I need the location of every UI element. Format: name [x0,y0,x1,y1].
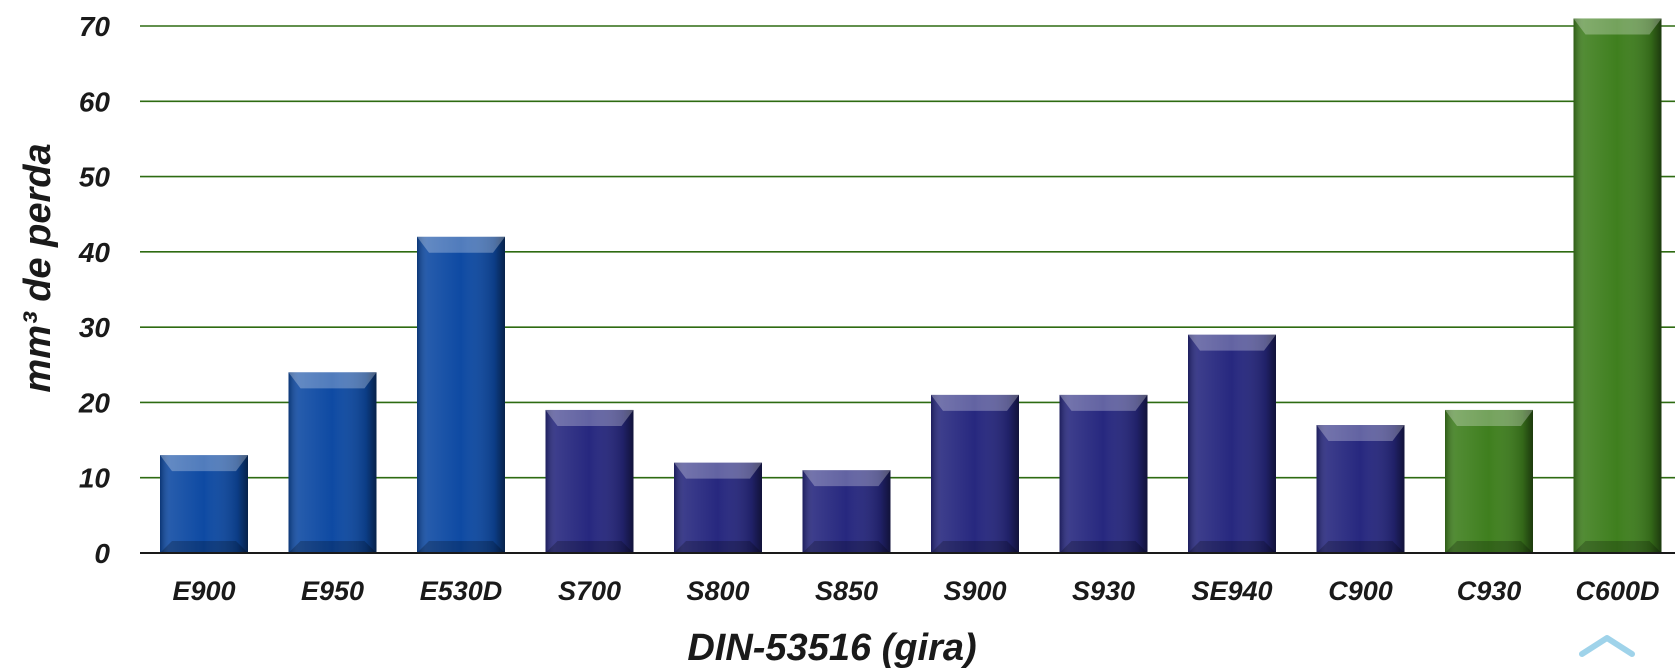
bar-shade [674,462,762,553]
bar-bevel-top [1059,394,1148,411]
x-tick-label: C900 [1328,576,1393,606]
bar-shade [802,470,891,553]
bar-bevel-top [1188,334,1276,351]
bar-bevel-bottom [1316,541,1405,553]
bar-s930 [1059,394,1148,553]
bar-bevel-bottom [1059,541,1148,553]
bar-bevel-bottom [1445,541,1533,553]
y-tick-label: 10 [79,463,111,494]
bar-shade [417,236,505,554]
bar-bevel-top [802,470,891,487]
y-tick-label: 40 [78,237,111,268]
bar-bevel-bottom [674,541,762,553]
x-tick-label: C600D [1575,576,1659,606]
bar-bevel-top [1573,18,1662,35]
x-tick-label: E950 [301,576,364,606]
bars [160,18,1662,554]
x-axis-title: DIN-53516 (gira) [687,627,976,668]
x-tick-label: SE940 [1191,576,1272,606]
chevron-up-icon[interactable] [1579,635,1635,657]
bar-shade [1188,334,1276,553]
bar-e530d [417,236,505,554]
x-tick-label: S800 [686,576,749,606]
bar-bevel-top [931,394,1019,411]
bar-shade [1573,18,1662,553]
bar-bevel-bottom [545,541,634,553]
bar-s900 [931,394,1019,553]
bar-bevel-bottom [1188,541,1276,553]
bar-s850 [802,470,891,553]
bar-bevel-bottom [417,541,505,553]
x-tick-label: S850 [815,576,878,606]
y-tick-label: 50 [79,162,111,193]
bar-se940 [1188,334,1276,553]
y-tick-label: 70 [79,11,111,42]
bar-shade [545,409,634,553]
bar-shade [1059,394,1148,553]
bar-bevel-bottom [160,541,248,553]
bar-bevel-top [288,372,377,389]
x-tick-label: S930 [1072,576,1135,606]
bar-c900 [1316,425,1405,553]
y-axis-title: mm³ de perda [17,143,59,392]
x-tick-label: E900 [172,576,235,606]
bar-shade [1445,409,1533,553]
bar-e950 [288,372,377,553]
bar-bevel-bottom [1573,541,1662,553]
y-tick-label: 30 [79,312,111,343]
y-tick-label: 0 [94,538,110,569]
bar-bevel-top [417,236,505,253]
y-tick-label: 20 [78,387,111,418]
bar-shade [160,455,248,553]
bar-bevel-bottom [931,541,1019,553]
x-tick-label: S700 [558,576,621,606]
bar-bevel-top [160,455,248,472]
bar-c600d [1573,18,1662,553]
y-tick-labels: 0 10 20 30 40 50 60 70 [78,11,111,569]
x-tick-label: E530D [420,576,503,606]
bar-s700 [545,409,634,553]
bar-shade [931,394,1019,553]
bar-shade [1316,425,1405,553]
gridlines [140,25,1675,479]
bar-bevel-top [545,409,634,426]
bar-s800 [674,462,762,553]
bar-bevel-bottom [288,541,377,553]
x-tick-label: S900 [943,576,1006,606]
bar-e900 [160,455,248,553]
bar-c930 [1445,409,1533,553]
x-tick-label: C930 [1457,576,1522,606]
bar-shade [288,372,377,553]
bar-bevel-top [674,462,762,479]
bar-bevel-bottom [802,541,891,553]
bar-bevel-top [1316,425,1405,442]
bar-bevel-top [1445,409,1533,426]
x-tick-labels: E900 E950 E530D S700 S800 S850 S900 S930 SE940 C9… [172,576,1659,606]
y-tick-label: 60 [79,86,111,117]
